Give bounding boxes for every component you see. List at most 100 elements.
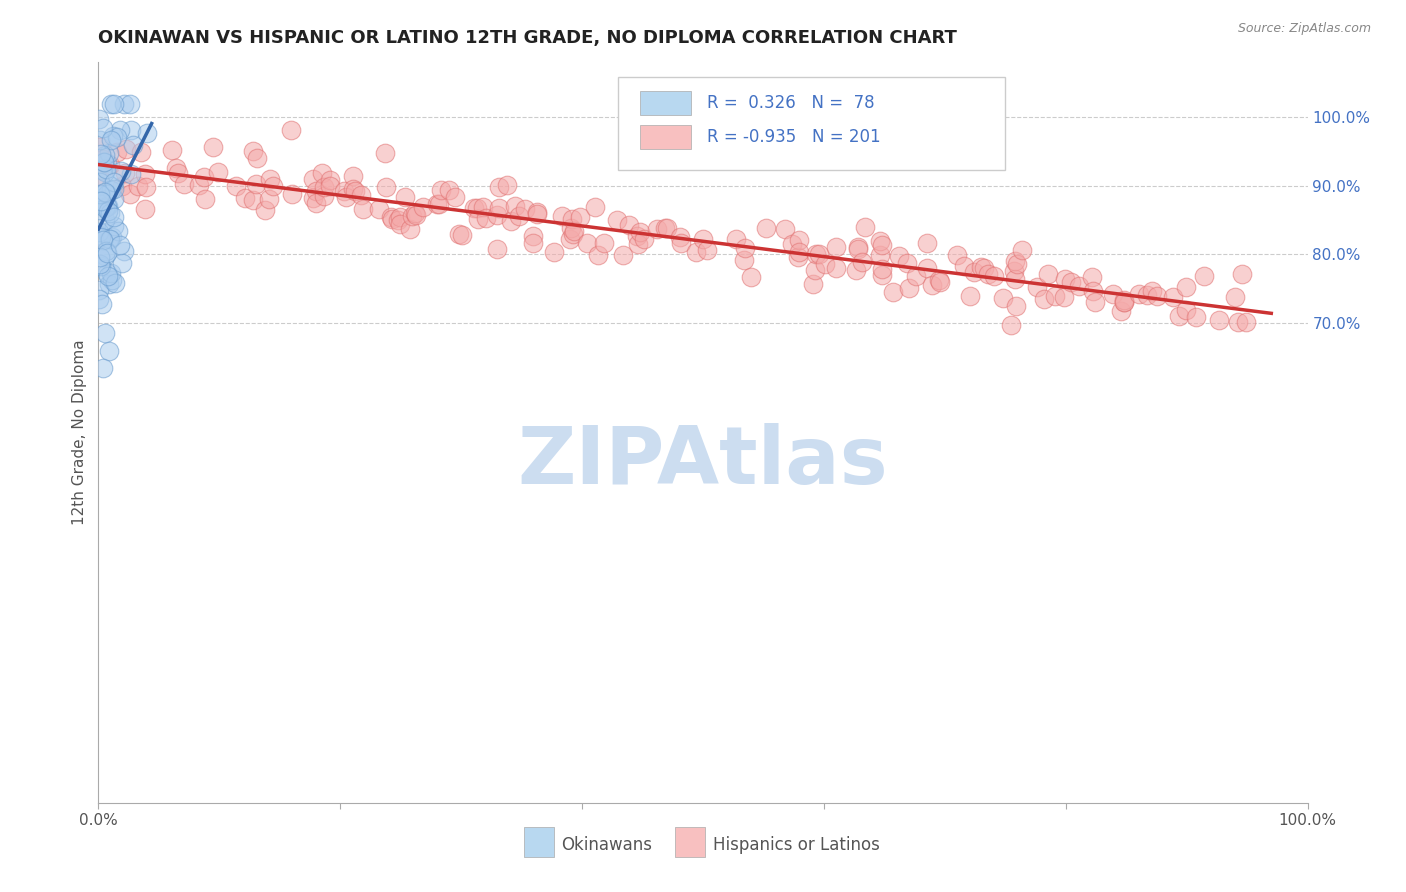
Point [89,203,111,218]
Point [93,154,115,169]
Point [96,266,118,280]
Point [103,182,125,196]
FancyBboxPatch shape [640,126,690,149]
Point [486,207,509,221]
Point [388,217,411,231]
Point [101,128,124,143]
Point [87,283,110,297]
Point [522,235,544,250]
Point [1084,294,1107,309]
Point [896,255,918,269]
Point [882,285,904,299]
Point [114,166,136,180]
Point [96,268,118,283]
Point [952,260,974,274]
Text: R = -0.935   N = 201: R = -0.935 N = 201 [707,128,880,146]
Point [626,236,648,251]
Point [401,209,423,223]
Text: ZIPAtlas: ZIPAtlas [517,423,889,501]
Point [845,263,868,277]
Text: R =  0.326   N =  78: R = 0.326 N = 78 [707,95,875,112]
Point [560,231,582,245]
Point [1161,289,1184,303]
Point [921,277,943,292]
Point [915,236,938,251]
Point [100,266,122,280]
Point [134,167,156,181]
Point [87,112,110,127]
Point [100,231,122,245]
Point [437,183,460,197]
Point [569,211,592,225]
Point [897,280,920,294]
Point [1002,264,1025,278]
Point [1004,271,1026,285]
Point [89,140,111,154]
Point [388,210,411,224]
Point [129,145,152,159]
Point [394,190,416,204]
Point [505,199,527,213]
Point [1011,243,1033,257]
Point [91,297,114,311]
Point [90,188,112,202]
Point [405,208,427,222]
Point [1168,309,1191,323]
Point [846,243,869,257]
Point [100,96,122,111]
Point [501,214,523,228]
Point [1142,284,1164,298]
Point [889,249,911,263]
Point [96,155,118,169]
Point [374,179,396,194]
Point [606,213,628,227]
Point [96,246,118,260]
Point [193,169,215,184]
Point [100,273,122,287]
Point [654,220,676,235]
Point [551,209,574,223]
Point [103,175,125,189]
Point [692,231,714,245]
Point [344,184,367,198]
Point [110,178,132,193]
Point [1226,315,1249,329]
Point [91,121,114,136]
Point [89,191,111,205]
Point [94,244,117,259]
Point [112,96,135,111]
Point [122,137,145,152]
Point [98,206,121,220]
Point [427,197,450,211]
Point [160,143,183,157]
Legend: Okinawans, Hispanics or Latinos: Okinawans, Hispanics or Latinos [520,828,886,861]
Point [97,344,120,359]
Point [612,248,634,262]
Point [1000,318,1022,332]
Point [93,155,115,169]
Point [626,228,648,243]
Point [696,243,718,257]
Point [120,123,142,137]
Point [94,185,117,199]
Point [312,189,335,203]
Point [513,202,536,217]
Point [1236,315,1258,329]
Point [262,178,284,193]
Point [302,172,325,186]
Point [740,270,762,285]
Point [194,192,217,206]
Point [562,224,585,238]
Point [1114,294,1136,309]
Point [1053,290,1076,304]
Point [508,209,530,223]
Point [103,192,125,206]
Point [983,269,1005,284]
Point [245,177,267,191]
Point [1043,288,1066,302]
Point [127,179,149,194]
Point [586,248,609,262]
Point [543,245,565,260]
Point [872,262,894,277]
Point [90,260,112,274]
